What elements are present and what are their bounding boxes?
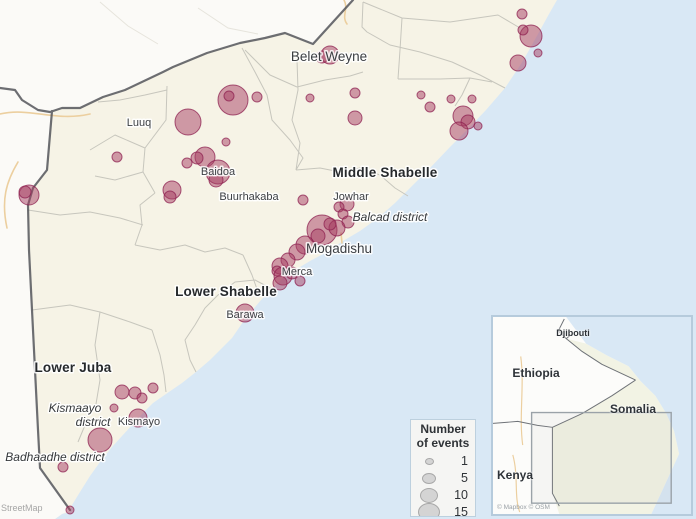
inset-viewport-rectangle[interactable] (530, 411, 672, 504)
event-bubble[interactable] (147, 382, 159, 394)
event-bubble[interactable] (297, 194, 309, 206)
event-bubble[interactable] (251, 91, 263, 103)
inset-label-djibouti: Djibouti (556, 328, 590, 338)
legend-bubble-icon (418, 503, 440, 516)
legend-bubble-wrap (415, 472, 443, 484)
event-bubble[interactable] (310, 228, 326, 244)
map-attribution: StreetMap (1, 503, 43, 513)
event-bubble[interactable] (65, 505, 75, 515)
event-bubbles-layer (18, 8, 543, 515)
map-label-lower-juba: Lower Juba (34, 360, 111, 375)
legend-item[interactable]: 5 (415, 470, 471, 487)
event-bubble[interactable] (424, 101, 436, 113)
legend-bubble-icon (424, 457, 434, 465)
inset-sea (566, 317, 691, 514)
event-bubble[interactable] (305, 93, 315, 103)
inset-country-borders (493, 318, 636, 507)
event-bubble[interactable] (217, 84, 249, 116)
event-bubble[interactable] (136, 392, 148, 404)
inset-roads (512, 356, 524, 513)
event-bubble[interactable] (114, 384, 130, 400)
legend-value: 5 (461, 471, 468, 486)
map-label-buurhakaba: Buurhakaba (219, 191, 279, 203)
inset-label-kenya: Kenya (496, 468, 534, 482)
kenya-region (0, 88, 70, 519)
ethiopia-region (0, 0, 353, 112)
country-borders (0, 0, 355, 512)
event-bubble[interactable] (446, 94, 456, 104)
legend-bubble-icon (422, 472, 436, 484)
event-bubble[interactable] (323, 217, 337, 231)
roads (0, 0, 348, 244)
event-bubble[interactable] (221, 137, 231, 147)
event-bubble[interactable] (272, 275, 288, 291)
map-label-barawa: Barawa (226, 309, 264, 321)
map-label-jowhar: Jowhar (333, 191, 369, 203)
event-bubble[interactable] (449, 121, 469, 141)
event-bubble[interactable] (347, 110, 363, 126)
legend-value: 10 (454, 488, 468, 503)
map-label-belet-weyne: Belet Weyne (291, 49, 367, 64)
legend-bubble-icon (420, 487, 438, 503)
legend-title: Number of events (416, 422, 470, 450)
legend-item[interactable]: 10 (415, 487, 471, 504)
event-bubble[interactable] (174, 108, 202, 136)
legend-item[interactable]: 15 (415, 503, 471, 517)
foreign-boundaries (99, 1, 259, 45)
map-labels-layer: Belet Weyne Luuq Baidoa Buurhakaba Middle Sh… (4, 48, 439, 466)
event-bubble[interactable] (223, 90, 235, 102)
size-legend: Number of events 1 5 10 15 (410, 419, 476, 517)
legend-value: 15 (454, 505, 468, 517)
map-label-balcad-district: Balcad district (353, 210, 428, 224)
legend-item[interactable]: 1 (415, 453, 471, 470)
map-label-mogadishu: Mogadishu (306, 241, 372, 256)
event-bubble[interactable] (509, 54, 527, 72)
map-label-kismaayo: Kismaayo (49, 401, 102, 415)
map-label-baidoa: Baidoa (201, 166, 236, 178)
event-bubble[interactable] (190, 151, 204, 165)
map-label-lower-shabelle: Lower Shabelle (175, 284, 277, 299)
event-bubble[interactable] (181, 157, 193, 169)
map-label-middle-shabelle: Middle Shabelle (332, 165, 437, 180)
event-bubble[interactable] (208, 172, 224, 188)
event-bubble[interactable] (163, 190, 177, 204)
inset-map-canvas (493, 317, 691, 514)
event-bubble[interactable] (128, 408, 148, 428)
event-bubble[interactable] (87, 427, 113, 453)
event-bubble[interactable] (517, 24, 529, 36)
event-bubble[interactable] (349, 87, 361, 99)
event-bubble[interactable] (416, 90, 426, 100)
legend-bubble-wrap (415, 457, 443, 465)
district-boundaries (27, 1, 521, 443)
event-bubble[interactable] (473, 121, 483, 131)
map-label-kismayo: Kismayo (118, 416, 160, 428)
inset-somalia-region (552, 338, 680, 514)
map-label-district: district (76, 415, 111, 429)
event-bubble[interactable] (320, 45, 340, 65)
legend-bubble-wrap (415, 503, 443, 516)
event-bubble[interactable] (294, 275, 306, 287)
event-bubble[interactable] (235, 303, 255, 323)
event-bubble[interactable] (18, 185, 32, 199)
inset-attribution: © Mapbox © OSM (497, 504, 550, 511)
event-bubble[interactable] (467, 94, 477, 104)
inset-label-somalia: Somalia (609, 402, 657, 416)
event-bubble[interactable] (111, 151, 123, 163)
overview-inset-map[interactable]: Djibouti Ethiopia Somalia Kenya © Mapbox… (491, 315, 693, 516)
event-bubble[interactable] (109, 403, 119, 413)
legend-bubble-wrap (415, 487, 443, 503)
map-label-badhaadhe-district: Badhaadhe district (5, 450, 105, 464)
event-bubble[interactable] (533, 48, 543, 58)
event-bubble[interactable] (516, 8, 528, 20)
inset-label-ethiopia: Ethiopia (512, 366, 560, 380)
map-label-merca: Merca (282, 266, 313, 278)
map-label-luuq: Luuq (127, 117, 151, 129)
event-bubble[interactable] (57, 461, 69, 473)
event-bubble[interactable] (285, 266, 299, 280)
legend-value: 1 (461, 454, 468, 469)
